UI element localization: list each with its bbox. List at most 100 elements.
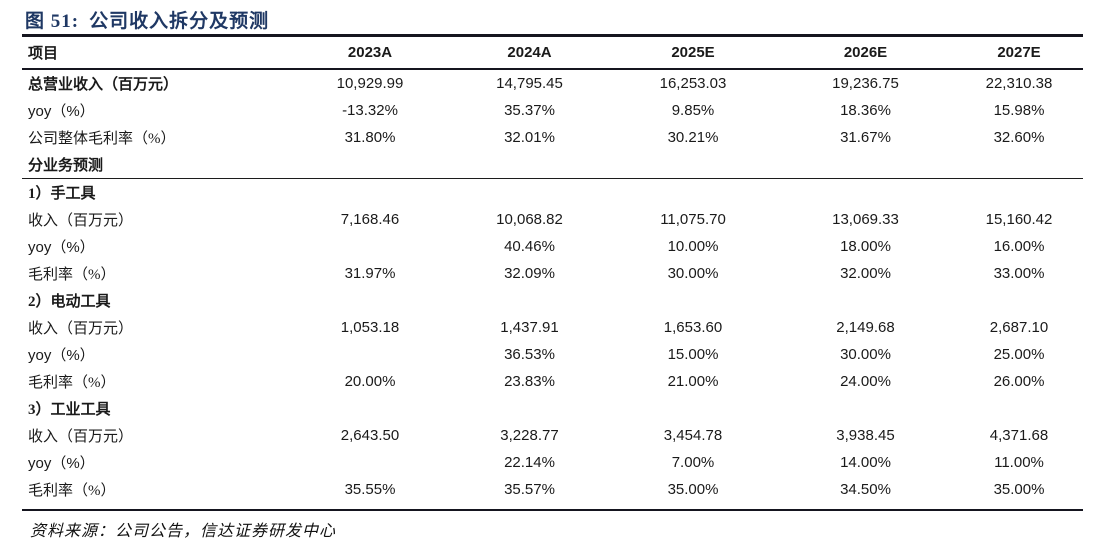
cell-value: 16.00%	[993, 238, 1045, 255]
cell-value: 18.36%	[840, 102, 891, 119]
cell-value: 35.00%	[993, 481, 1045, 498]
table-body: 总营业收入（百万元） 10,929.99 14,795.45 16,253.03 19,…	[22, 69, 1083, 503]
cell-value: 24.00%	[840, 373, 891, 390]
col-header-year: 2027E	[955, 35, 1083, 70]
cell-value: 7.00%	[671, 454, 715, 471]
table-row: 毛利率（%） 35.55% 35.57% 35.00% 34.50% 35.00%	[22, 476, 1083, 503]
row-label: 毛利率（%）	[28, 483, 116, 499]
cell-value	[776, 179, 955, 207]
table-row: 分业务预测	[22, 151, 1083, 179]
table-row: 收入（百万元） 2,643.50 3,228.77 3,454.78 3,938.45 4…	[22, 422, 1083, 449]
cell-value: 30.00%	[840, 346, 891, 363]
cell-value: 31.97%	[344, 265, 396, 282]
row-label: yoy（%）	[28, 455, 95, 472]
cell-value: -13.32%	[342, 102, 398, 119]
cell-value: 9.85%	[671, 102, 715, 119]
cell-value: 1,053.18	[340, 319, 400, 336]
cell-value	[610, 287, 776, 314]
cell-value: 10,068.82	[496, 211, 563, 228]
cell-value: 40.46%	[504, 238, 555, 255]
cell-value	[955, 287, 1083, 314]
row-label: yoy（%）	[28, 239, 95, 256]
row-label: 2）电动工具	[28, 294, 111, 310]
figure-title-text: 公司收入拆分及预测	[89, 11, 270, 32]
cell-value: 32.00%	[840, 265, 891, 282]
cell-value: 3,454.78	[663, 427, 723, 444]
cell-value: 15.98%	[993, 102, 1045, 119]
cell-value: 35.00%	[667, 481, 719, 498]
table-row: 毛利率（%） 20.00% 23.83% 21.00% 24.00% 26.00%	[22, 368, 1083, 395]
row-label: yoy（%）	[28, 347, 95, 364]
col-header-year: 2025E	[610, 35, 776, 70]
cell-value	[291, 287, 449, 314]
cell-value	[291, 179, 449, 207]
cell-value: 31.67%	[840, 129, 891, 146]
cell-value	[610, 151, 776, 179]
cell-value: 2,149.68	[836, 319, 895, 336]
cell-value	[610, 179, 776, 207]
cell-value: 3,938.45	[836, 427, 895, 444]
cell-value	[291, 151, 449, 179]
cell-value: 35.37%	[504, 102, 555, 119]
cell-value: 10.00%	[667, 238, 719, 255]
cell-value: 21.00%	[667, 373, 719, 390]
source-note: 资料来源：公司公告，信达证券研发中心	[30, 523, 337, 540]
footer-divider-rule	[22, 509, 1083, 511]
cell-value: 3,228.77	[500, 427, 559, 444]
cell-value	[776, 287, 955, 314]
table-row: yoy（%） 40.46% 10.00% 18.00% 16.00%	[22, 233, 1083, 260]
cell-value: 11.00%	[994, 454, 1044, 471]
row-label: 收入（百万元）	[28, 213, 134, 229]
row-label: 毛利率（%）	[28, 267, 116, 283]
table-row: yoy（%） 22.14% 7.00% 14.00% 11.00%	[22, 449, 1083, 476]
cell-value	[449, 287, 610, 314]
figure-title: 图 51: 公司收入拆分及预测	[25, 6, 269, 33]
cell-value: 22.14%	[504, 454, 555, 471]
row-label: 公司整体毛利率（%）	[28, 131, 176, 147]
cell-value	[610, 395, 776, 422]
cell-value: 36.53%	[504, 346, 555, 363]
cell-value: 22,310.38	[985, 75, 1053, 92]
col-header-item: 项目	[22, 35, 291, 70]
cell-value: 15,160.42	[985, 211, 1053, 228]
table-header: 项目 2023A 2024A 2025E 2026E 2027E	[22, 35, 1083, 70]
cell-value: 1,437.91	[500, 319, 559, 336]
cell-value	[449, 151, 610, 179]
table-row: 1）手工具	[22, 179, 1083, 207]
table-row: 2）电动工具	[22, 287, 1083, 314]
cell-value: 16,253.03	[659, 75, 727, 92]
cell-value: 2,643.50	[340, 427, 400, 444]
cell-value: 30.21%	[667, 129, 719, 146]
cell-value	[776, 151, 955, 179]
cell-value: 10,929.99	[336, 75, 404, 92]
row-label: yoy（%）	[28, 103, 95, 120]
cell-value: 11,075.70	[660, 211, 726, 228]
cell-value	[291, 341, 449, 368]
cell-value	[291, 395, 449, 422]
cell-value: 32.09%	[504, 265, 555, 282]
cell-value: 2,687.10	[989, 319, 1049, 336]
row-label: 1）手工具	[28, 186, 96, 202]
row-label: 收入（百万元）	[28, 321, 134, 337]
cell-value: 35.57%	[504, 481, 555, 498]
table-row: yoy（%） 36.53% 15.00% 30.00% 25.00%	[22, 341, 1083, 368]
cell-value	[291, 449, 449, 476]
table-row: 毛利率（%） 31.97% 32.09% 30.00% 32.00% 33.00%	[22, 260, 1083, 287]
col-header-year: 2026E	[776, 35, 955, 70]
cell-value: 32.60%	[993, 129, 1045, 146]
cell-value: 34.50%	[840, 481, 891, 498]
cell-value: 14,795.45	[496, 75, 563, 92]
cell-value: 32.01%	[504, 129, 555, 146]
header-row: 项目 2023A 2024A 2025E 2026E 2027E	[22, 35, 1083, 70]
row-label: 收入（百万元）	[28, 429, 134, 445]
cell-value: 20.00%	[344, 373, 396, 390]
cell-value	[449, 395, 610, 422]
cell-value: 26.00%	[993, 373, 1045, 390]
col-header-year: 2024A	[449, 35, 610, 70]
cell-value	[955, 395, 1083, 422]
cell-value: 31.80%	[344, 129, 396, 146]
cell-value: 33.00%	[993, 265, 1045, 282]
cell-value	[291, 233, 449, 260]
row-label: 分业务预测	[22, 151, 291, 179]
